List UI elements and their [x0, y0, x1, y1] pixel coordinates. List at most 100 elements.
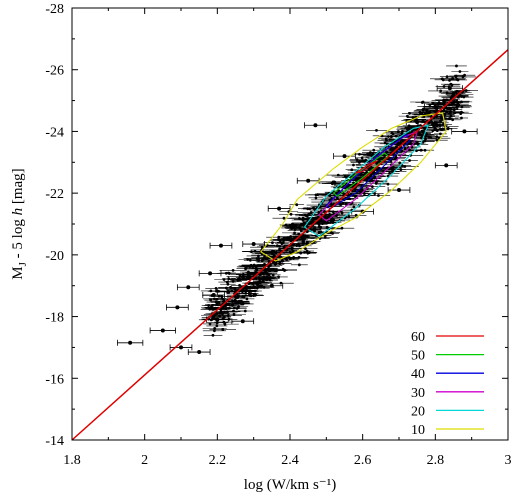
cloud-point	[329, 219, 333, 223]
cloud-point	[353, 195, 357, 198]
data-point	[179, 345, 183, 350]
cloud-point	[441, 99, 445, 103]
cloud-point	[248, 285, 252, 289]
legend-label: 10	[411, 423, 425, 438]
y-tick-label: -18	[45, 311, 64, 326]
cloud-point	[293, 231, 296, 235]
cloud-point	[463, 73, 466, 77]
cloud-point	[222, 278, 226, 281]
cloud-point	[410, 130, 414, 134]
cloud-point	[221, 327, 225, 331]
cloud-point	[445, 75, 449, 79]
cloud-point	[277, 275, 280, 279]
cloud-point	[449, 82, 453, 86]
cloud-point	[403, 165, 407, 168]
cloud-point	[307, 212, 311, 216]
cloud-point	[254, 267, 258, 271]
cloud-point	[439, 115, 443, 119]
cloud-point	[281, 258, 284, 262]
cloud-point	[292, 243, 296, 247]
cloud-point	[245, 297, 249, 301]
cloud-point	[452, 108, 456, 112]
y-tick-label: -26	[45, 64, 64, 79]
cloud-point	[323, 215, 327, 218]
cloud-point	[242, 295, 246, 299]
x-tick-label: 2.2	[209, 453, 227, 468]
cloud-point	[309, 211, 313, 215]
x-tick-label: 2.8	[427, 453, 445, 468]
data-point	[462, 129, 467, 134]
cloud-point	[438, 123, 442, 127]
x-tick-label: 3	[505, 453, 512, 468]
cloud-point	[246, 258, 250, 261]
cloud-point	[233, 306, 236, 310]
cloud-point	[249, 271, 253, 275]
cloud-point	[235, 306, 239, 310]
cloud-point	[221, 312, 224, 316]
cloud-point	[257, 285, 261, 288]
cloud-point	[220, 296, 224, 300]
cloud-point	[328, 212, 332, 216]
cloud-point	[410, 125, 413, 129]
cloud-point	[229, 285, 232, 289]
cloud-point	[226, 314, 230, 318]
cloud-point	[387, 135, 390, 138]
x-tick-label: 1.8	[63, 453, 81, 468]
cloud-point	[302, 236, 306, 239]
cloud-point	[377, 194, 380, 197]
cloud-point	[231, 280, 235, 283]
cloud-point	[253, 286, 257, 290]
axis-ticks: 1.8 2 2.2 2.4 2.6 2.8 3 -14 -16 -18 -20 -22 -24 -26 -2…	[45, 2, 511, 468]
cloud-point	[358, 160, 361, 164]
contour-10	[260, 112, 447, 262]
cloud-point	[442, 102, 445, 105]
data-point	[269, 283, 274, 288]
cloud-point	[390, 170, 394, 174]
legend-label: 60	[411, 330, 425, 345]
cloud-point	[388, 171, 392, 175]
cloud-point	[443, 113, 447, 117]
data-point	[160, 328, 165, 333]
cloud-point	[252, 263, 256, 267]
cloud-point	[325, 225, 329, 229]
cloud-point	[317, 225, 321, 229]
data-point	[218, 243, 223, 248]
legend-label: 40	[411, 367, 425, 382]
cloud-point	[278, 244, 282, 248]
cloud-point	[289, 212, 293, 216]
cloud-point	[313, 229, 316, 233]
cloud-point	[215, 321, 219, 325]
cloud-point	[389, 135, 393, 139]
contour-60	[355, 160, 378, 174]
cloud-point	[386, 182, 390, 186]
cloud-point	[267, 268, 271, 272]
cloud-point	[323, 235, 327, 239]
data-point	[215, 317, 220, 322]
legend-label: 30	[411, 386, 425, 401]
cloud-point	[215, 324, 219, 328]
cloud-point	[455, 106, 459, 110]
cloud-point	[302, 242, 306, 245]
data-point	[226, 289, 231, 294]
legend: 60 50 40 30 20 10	[411, 330, 484, 438]
data-point	[240, 319, 245, 324]
cloud-point	[451, 118, 455, 122]
y-tick-label: -14	[45, 434, 64, 449]
cloud-point	[213, 297, 216, 301]
cloud-point	[439, 132, 442, 136]
cloud-point	[450, 95, 454, 99]
cloud-point	[423, 139, 427, 143]
cloud-point	[241, 275, 244, 279]
cloud-point	[438, 102, 442, 106]
cloud-point	[421, 100, 425, 104]
cloud-point	[290, 247, 294, 251]
cloud-point	[375, 128, 378, 132]
cloud-point	[292, 255, 296, 259]
cloud-point	[398, 161, 402, 165]
cloud-point	[403, 147, 407, 151]
cloud-point	[360, 156, 364, 160]
cloud-point	[244, 267, 247, 270]
cloud-point	[302, 239, 306, 243]
legend-label: 50	[411, 349, 425, 364]
